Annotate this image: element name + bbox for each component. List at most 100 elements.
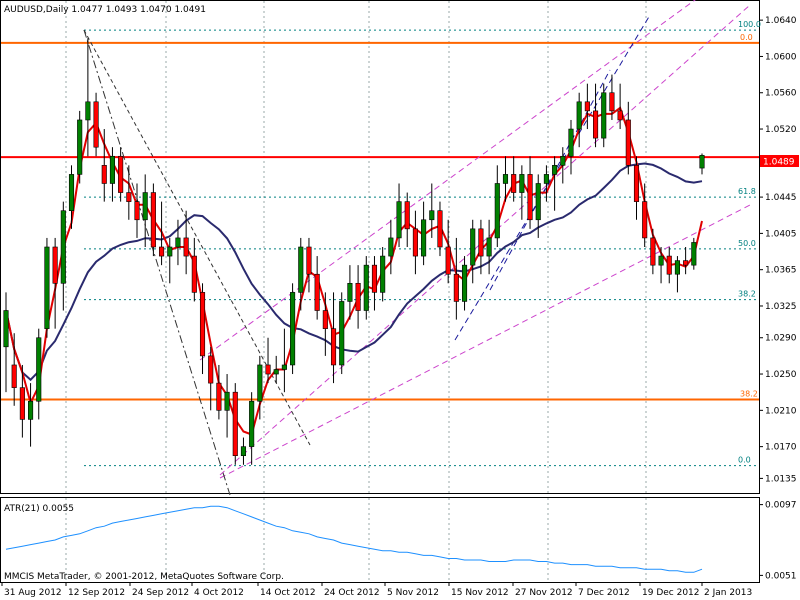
candle-body [298, 246, 304, 293]
candles [3, 38, 705, 465]
x-tick-label: 15 Nov 2012 [451, 588, 509, 598]
candle-body [339, 301, 345, 366]
price-axis: 1.06401.06001.05601.05201.04851.04451.04… [759, 16, 797, 484]
candle-body [576, 101, 582, 130]
candle-body [666, 255, 672, 275]
atr-line [5, 505, 703, 573]
candle-body [68, 174, 75, 212]
candle-body [330, 328, 337, 366]
candle-body [126, 192, 132, 202]
candle-body [101, 165, 107, 184]
candle-body [290, 292, 296, 366]
candle-body [159, 246, 165, 257]
candle-body [380, 255, 386, 293]
candle-body [494, 183, 500, 239]
candle-body [560, 155, 566, 166]
x-tick-label: 19 Dec 2012 [642, 588, 700, 598]
vertical-grid-lines [65, 1, 647, 582]
copyright-text: MMCIS MetaTrader, © 2001-2012, MetaQuote… [4, 572, 284, 582]
candle-body [412, 228, 418, 257]
candle-body [388, 237, 394, 257]
candle-body [535, 183, 541, 221]
current-price-tag [760, 155, 799, 167]
x-tick-label: 5 Nov 2012 [387, 588, 439, 598]
candle-body [642, 201, 648, 239]
candle-body [265, 364, 271, 375]
x-tick-label: 12 Sep 2012 [68, 588, 125, 598]
candle-body [322, 310, 328, 329]
fib-label: 50.0 [738, 239, 756, 248]
x-tick-label: 2 Jan 2013 [704, 588, 752, 598]
candle-body [355, 282, 361, 311]
candle-body [674, 260, 680, 275]
candle-body [19, 387, 25, 420]
candle-body [371, 264, 378, 293]
candle-body [257, 364, 263, 402]
atr-indicator: 0.0097 0.0051 [5, 501, 797, 581]
x-tick-label: 24 Sep 2012 [132, 588, 189, 598]
candle-body [609, 92, 615, 112]
y-tick-label: 1.0365 [765, 266, 797, 276]
channel-line [83, 29, 231, 496]
candle-body [60, 210, 66, 284]
y-tick-label: 1.0640 [765, 16, 797, 26]
horizontal-line-label: 38.2 [740, 389, 758, 398]
candle-body [421, 219, 427, 257]
candle-body [134, 201, 140, 221]
channel-line [219, 4, 751, 476]
candle-body [118, 155, 124, 193]
candle-body [691, 242, 697, 266]
candle-body [363, 264, 369, 311]
candle-body [85, 101, 91, 121]
candle-body [28, 400, 34, 420]
candle-body [93, 101, 99, 148]
candle-body [183, 237, 189, 257]
candle-body [208, 355, 214, 384]
candle-body [52, 246, 58, 284]
chart-title: AUDUSD,Daily 1.0477 1.0493 1.0470 1.0491 [4, 5, 206, 15]
candle-body [699, 155, 705, 169]
channel-line [489, 69, 611, 291]
candle-body [216, 382, 222, 411]
x-tick-label: 24 Oct 2012 [324, 588, 380, 598]
candle-body [470, 228, 476, 266]
y-tick-label: 1.0520 [765, 125, 797, 135]
candle-body [625, 119, 631, 166]
indicator-frame [0, 497, 760, 583]
candle-body [199, 292, 206, 357]
current-price-label: 1.0489 [763, 158, 795, 168]
candle-body [3, 310, 9, 348]
fib-label: 61.8 [738, 187, 756, 196]
candle-body [461, 264, 468, 302]
candle-body [142, 192, 148, 221]
candle-body [396, 201, 402, 239]
candle-body [658, 255, 664, 266]
candle-body [273, 369, 279, 375]
candle-body [224, 391, 230, 411]
candle-body [633, 165, 640, 202]
candle-body [11, 364, 17, 388]
candle-body [404, 201, 410, 230]
candle-body [552, 165, 558, 175]
candle-body [502, 174, 509, 184]
candle-body [568, 128, 574, 157]
candle-body [584, 101, 590, 112]
candle-body [249, 400, 255, 447]
y-tick-label: 1.0170 [765, 443, 797, 453]
fib-label: 38.2 [738, 290, 756, 299]
candle-body [191, 255, 197, 293]
candle-body [44, 246, 50, 329]
x-tick-label: 4 Oct 2012 [194, 588, 244, 598]
candle-body [150, 192, 156, 248]
candle-body [240, 446, 247, 457]
candle-body [486, 237, 492, 257]
atr-y-tick-label: 0.0051 [765, 571, 797, 581]
candle-body [429, 210, 435, 221]
candle-body [437, 210, 443, 248]
candle-body [232, 391, 238, 457]
y-tick-label: 1.0405 [765, 229, 797, 239]
candle-body [347, 282, 353, 302]
x-tick-label: 31 Aug 2012 [4, 588, 62, 598]
